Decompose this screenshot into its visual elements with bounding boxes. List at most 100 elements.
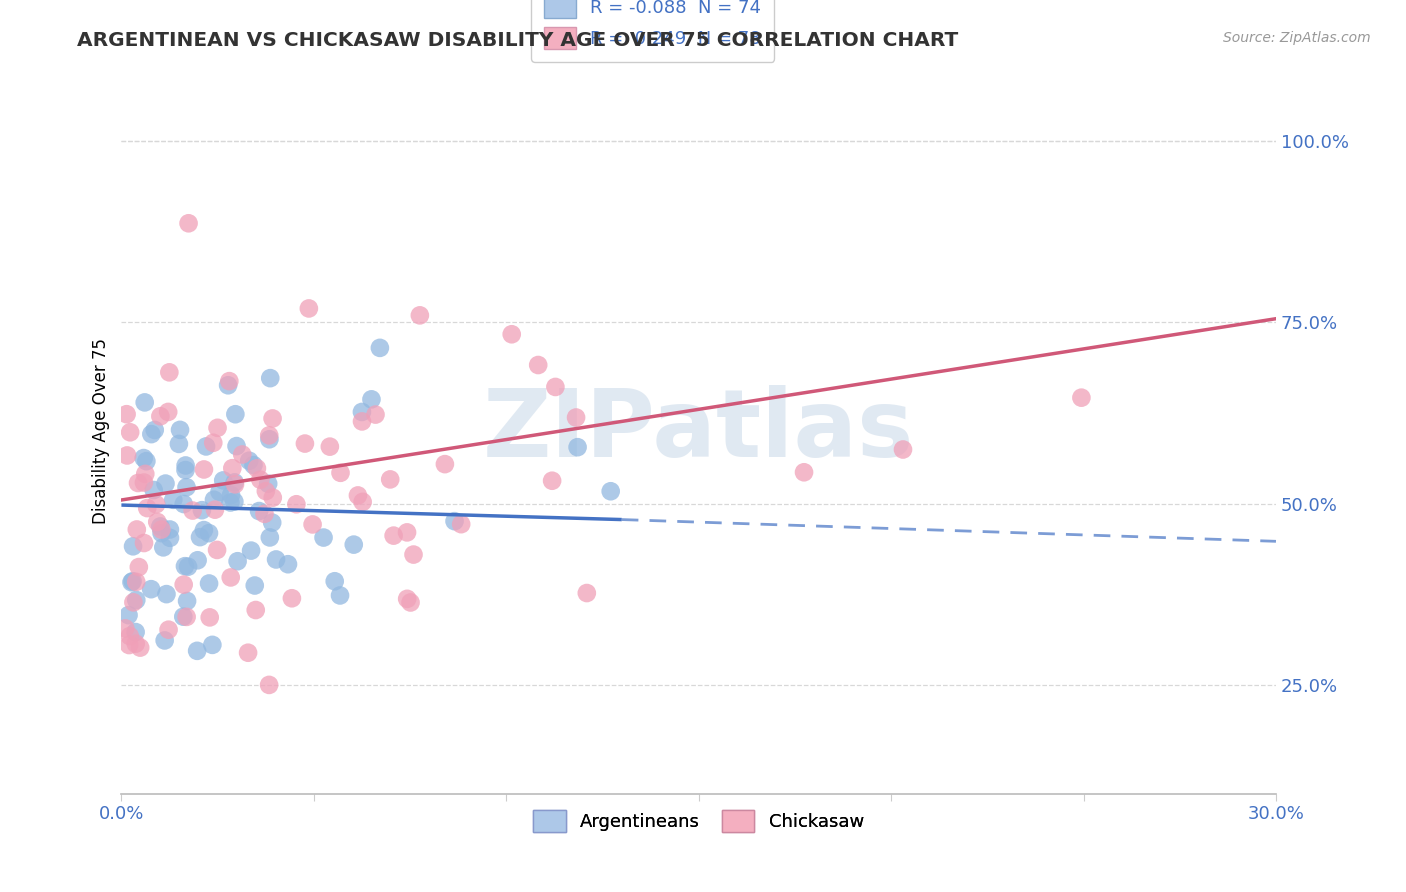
Point xyxy=(191,503,214,517)
Point xyxy=(198,610,221,624)
Point xyxy=(162,492,184,507)
Point xyxy=(259,432,281,446)
Point xyxy=(125,593,148,607)
Point xyxy=(259,371,281,385)
Point xyxy=(115,449,138,463)
Point xyxy=(169,423,191,437)
Point xyxy=(204,502,226,516)
Point xyxy=(195,439,218,453)
Point xyxy=(157,623,180,637)
Point xyxy=(402,548,425,562)
Point xyxy=(298,301,321,316)
Point xyxy=(149,519,172,533)
Point xyxy=(150,526,173,541)
Point xyxy=(125,637,148,651)
Point xyxy=(177,559,200,574)
Point xyxy=(285,497,308,511)
Point xyxy=(122,539,145,553)
Point xyxy=(198,526,221,541)
Point xyxy=(149,409,172,424)
Point xyxy=(242,458,264,472)
Point xyxy=(124,625,146,640)
Point xyxy=(159,523,181,537)
Point xyxy=(236,646,259,660)
Point xyxy=(347,488,370,502)
Point xyxy=(396,525,419,540)
Point xyxy=(218,374,240,388)
Point xyxy=(281,591,304,606)
Point xyxy=(257,476,280,491)
Text: Source: ZipAtlas.com: Source: ZipAtlas.com xyxy=(1223,31,1371,45)
Point xyxy=(114,621,136,635)
Point xyxy=(135,454,157,468)
Point xyxy=(224,475,246,490)
Point xyxy=(176,610,198,624)
Point xyxy=(193,523,215,537)
Point xyxy=(187,553,209,567)
Point xyxy=(212,474,235,488)
Point xyxy=(396,591,419,606)
Point xyxy=(319,440,342,454)
Point xyxy=(399,595,422,609)
Point xyxy=(262,516,284,530)
Point xyxy=(208,484,231,499)
Point xyxy=(240,543,263,558)
Point xyxy=(259,531,281,545)
Point xyxy=(176,594,198,608)
Point xyxy=(329,466,352,480)
Point xyxy=(132,475,155,490)
Point xyxy=(118,638,141,652)
Point xyxy=(155,476,177,491)
Text: ZIPatlas: ZIPatlas xyxy=(484,385,914,477)
Point xyxy=(172,609,194,624)
Point xyxy=(352,495,374,509)
Point xyxy=(382,528,405,542)
Point xyxy=(134,395,156,409)
Point xyxy=(173,497,195,511)
Point xyxy=(146,515,169,529)
Point xyxy=(793,465,815,479)
Point xyxy=(243,578,266,592)
Point xyxy=(177,216,200,230)
Point xyxy=(364,408,387,422)
Point xyxy=(350,405,373,419)
Point xyxy=(501,327,523,342)
Point xyxy=(254,484,277,499)
Point xyxy=(527,358,550,372)
Point xyxy=(264,552,287,566)
Point xyxy=(193,462,215,476)
Point xyxy=(136,501,159,516)
Point xyxy=(224,477,246,491)
Point xyxy=(118,629,141,643)
Y-axis label: Disability Age Over 75: Disability Age Over 75 xyxy=(93,338,110,524)
Point xyxy=(157,405,180,419)
Point xyxy=(380,472,402,486)
Point xyxy=(277,558,299,572)
Point xyxy=(262,411,284,425)
Point xyxy=(150,523,173,537)
Point xyxy=(188,530,211,544)
Point xyxy=(567,440,589,454)
Point xyxy=(360,392,382,407)
Point xyxy=(221,461,243,475)
Point xyxy=(329,589,352,603)
Point xyxy=(224,407,246,421)
Point xyxy=(238,454,260,468)
Point xyxy=(226,554,249,568)
Point xyxy=(343,538,366,552)
Point xyxy=(125,523,148,537)
Point xyxy=(129,640,152,655)
Point xyxy=(224,494,246,508)
Point xyxy=(181,503,204,517)
Point xyxy=(217,378,239,392)
Point xyxy=(120,425,142,440)
Point xyxy=(115,407,138,421)
Point xyxy=(225,439,247,453)
Point xyxy=(132,536,155,550)
Point xyxy=(174,559,197,574)
Point xyxy=(159,531,181,545)
Point xyxy=(174,463,197,477)
Point xyxy=(301,517,323,532)
Point xyxy=(132,451,155,466)
Point xyxy=(541,474,564,488)
